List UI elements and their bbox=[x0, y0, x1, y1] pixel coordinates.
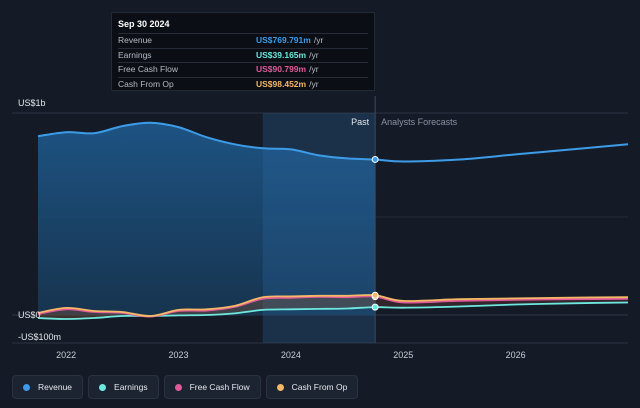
x-tick-label: 2025 bbox=[393, 350, 413, 360]
x-tick-label: 2026 bbox=[506, 350, 526, 360]
legend-item-cash-from-op[interactable]: Cash From Op bbox=[265, 375, 359, 399]
forecast-label: Analysts Forecasts bbox=[381, 117, 458, 127]
y-label-zero: US$0 bbox=[18, 310, 41, 320]
tooltip-row-label: Free Cash Flow bbox=[118, 64, 178, 74]
y-label-bottom: -US$100m bbox=[18, 332, 61, 342]
revenue-line bbox=[37, 121, 629, 163]
earnings-line bbox=[37, 301, 629, 320]
legend-label: Cash From Op bbox=[291, 382, 348, 392]
legend-dot-icon bbox=[174, 383, 182, 391]
highlight-band bbox=[262, 113, 376, 343]
y-label-top: US$1b bbox=[18, 98, 46, 108]
legend-dot-icon bbox=[99, 383, 107, 391]
legend-label: Earnings bbox=[114, 382, 148, 392]
legend-dot-icon bbox=[276, 383, 284, 391]
earnings-marker bbox=[371, 303, 379, 311]
tooltip-row-unit: /yr bbox=[313, 35, 324, 45]
past-label: Past bbox=[351, 117, 370, 127]
x-tick-label: 2022 bbox=[56, 350, 76, 360]
tooltip-row-value: US$769.791m bbox=[256, 35, 311, 45]
legend-item-earnings[interactable]: Earnings bbox=[88, 375, 159, 399]
legend: Revenue Earnings Free Cash Flow Cash From O… bbox=[12, 375, 359, 399]
tooltip-row-value: US$39.165m bbox=[256, 49, 307, 60]
x-tick-label: 2024 bbox=[281, 350, 301, 360]
tooltip-row-label: Earnings bbox=[118, 49, 152, 60]
legend-dot-icon bbox=[23, 383, 30, 391]
tooltip-row-free-cash-flow: Free Cash Flow US$90.799m/yr bbox=[118, 62, 368, 77]
cash-from-op-line bbox=[37, 294, 629, 317]
tooltip-row-earnings: Earnings US$39.165m/yr bbox=[118, 47, 368, 63]
chart-series bbox=[37, 96, 629, 343]
tooltip-row-cash-from-op: Cash From Op US$98.452m/yr bbox=[118, 76, 368, 92]
revenue-marker bbox=[371, 155, 379, 163]
tooltip-row-unit: /yr bbox=[309, 49, 319, 60]
chart-labels: US$1b US$0 -US$100m Past Analysts Forecasts 2… bbox=[18, 98, 526, 360]
tooltip-row-label: Revenue bbox=[118, 35, 153, 45]
cash-from-op-marker bbox=[371, 291, 379, 299]
tooltip: Sep 30 2024 Revenue US$769.791m/yr Earning… bbox=[111, 12, 375, 91]
tooltip-date: Sep 30 2024 bbox=[118, 19, 170, 29]
tooltip-row-revenue: Revenue US$769.791m/yr bbox=[118, 33, 368, 48]
revenue-area bbox=[38, 122, 376, 315]
free-cash-flow-line bbox=[37, 295, 629, 318]
tooltip-row-label: Cash From Op bbox=[118, 78, 174, 89]
tooltip-row-value: US$90.799m bbox=[256, 64, 307, 74]
legend-label: Revenue bbox=[38, 382, 73, 392]
tooltip-row-unit: /yr bbox=[309, 78, 319, 89]
x-tick-label: 2023 bbox=[168, 350, 188, 360]
legend-label: Free Cash Flow bbox=[189, 382, 250, 392]
tooltip-row-unit: /yr bbox=[309, 64, 319, 74]
legend-item-revenue[interactable]: Revenue bbox=[12, 375, 84, 399]
legend-item-free-cash-flow[interactable]: Free Cash Flow bbox=[163, 375, 261, 399]
tooltip-row-value: US$98.452m bbox=[256, 78, 307, 89]
